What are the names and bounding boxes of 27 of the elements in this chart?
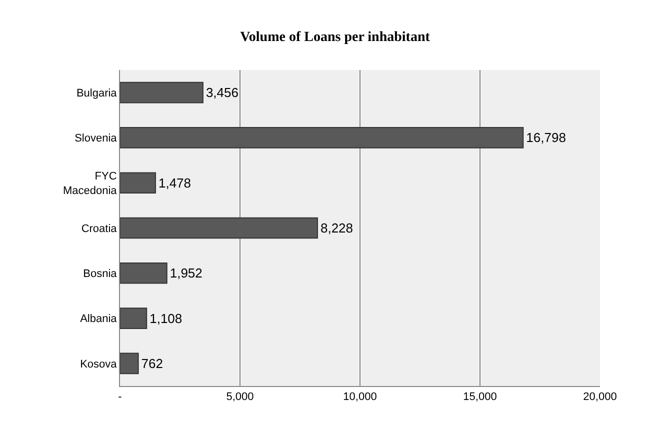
chart-title: Volume of Loans per inhabitant bbox=[240, 30, 430, 46]
x-tick-label: - bbox=[118, 391, 122, 404]
y-tick-label: FYC Macedonia bbox=[62, 170, 118, 197]
bar bbox=[120, 172, 156, 194]
y-tick-label: Albania bbox=[80, 313, 118, 326]
y-tick-label: Slovenia bbox=[74, 132, 118, 145]
bar bbox=[120, 352, 139, 374]
bar bbox=[120, 262, 168, 284]
bar bbox=[120, 127, 524, 148]
data-label: 3,456 bbox=[206, 85, 238, 100]
bar bbox=[120, 217, 318, 239]
data-label: 762 bbox=[141, 356, 163, 371]
data-label: 8,228 bbox=[320, 220, 354, 236]
y-tick-label: Bulgaria bbox=[76, 87, 118, 100]
x-tick-label: 5,000 bbox=[226, 391, 254, 404]
y-tick-label: Bosnia bbox=[83, 268, 118, 280]
y-tick-label: Croatia bbox=[81, 222, 118, 235]
x-tick-label: 10,000 bbox=[343, 391, 377, 404]
y-tick-label: Kosova bbox=[80, 358, 118, 370]
bar bbox=[120, 82, 204, 104]
x-tick-label: 15,000 bbox=[463, 391, 497, 404]
data-label: 1,478 bbox=[158, 175, 192, 190]
data-label: 1,952 bbox=[170, 266, 202, 281]
bar bbox=[120, 308, 148, 329]
x-tick-label: 20,000 bbox=[583, 391, 617, 404]
data-label: 1,108 bbox=[150, 310, 182, 326]
data-label: 16,798 bbox=[526, 130, 566, 146]
